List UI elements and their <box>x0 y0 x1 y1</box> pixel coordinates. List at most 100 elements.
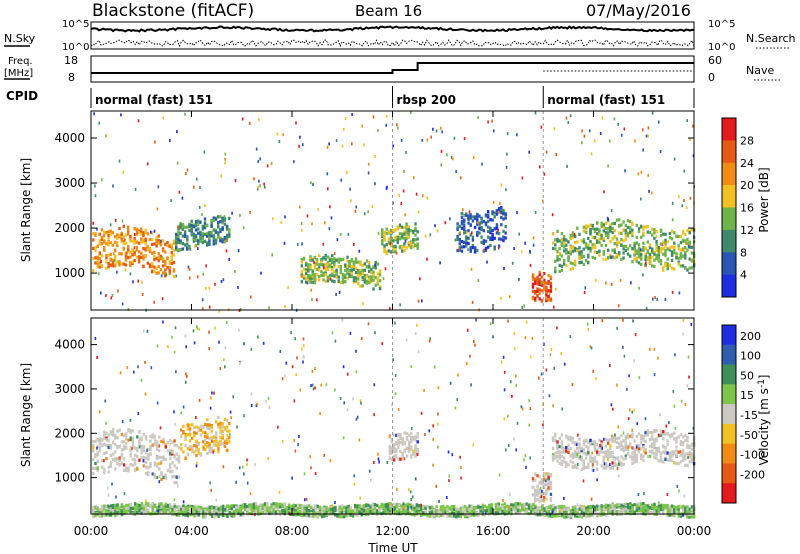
echo-cell <box>332 507 335 511</box>
echo-cell <box>618 218 621 222</box>
echo-speck <box>463 214 465 217</box>
echo-cell <box>582 447 586 451</box>
echo-cell <box>410 437 413 441</box>
echo-cell <box>136 511 139 515</box>
echo-cell <box>670 432 674 437</box>
echo-cell <box>536 513 539 517</box>
echo-cell <box>403 230 406 234</box>
echo-cell <box>554 514 557 518</box>
echo-cell <box>622 228 625 232</box>
echo-cell <box>393 503 396 507</box>
echo-cell <box>111 509 115 513</box>
echo-speck <box>540 281 542 285</box>
echo-cell <box>589 459 592 464</box>
echo-cell <box>292 510 295 514</box>
echo-cell <box>142 240 145 244</box>
echo-cell <box>118 261 121 266</box>
echo-speck <box>322 266 325 270</box>
echo-cell <box>664 262 667 266</box>
echo-cell <box>578 450 581 454</box>
echo-cell <box>180 505 183 509</box>
echo-speck <box>150 230 152 234</box>
echo-cell <box>409 229 413 233</box>
echo-speck <box>329 205 331 209</box>
echo-cell <box>309 280 312 284</box>
echo-cell <box>133 446 137 450</box>
echo-cell <box>359 263 362 267</box>
echo-cell <box>191 449 194 453</box>
echo-cell <box>401 439 404 443</box>
echo-cell <box>690 452 694 456</box>
echo-cell <box>534 472 537 476</box>
echo-cell <box>543 485 546 490</box>
echo-cell <box>194 224 198 228</box>
echo-cell <box>666 262 669 266</box>
echo-cell <box>428 511 432 515</box>
echo-cell <box>129 448 132 452</box>
echo-speck <box>165 273 168 277</box>
echo-cell <box>596 443 599 447</box>
echo-speck <box>134 187 137 191</box>
echo-cell <box>573 449 577 453</box>
echo-speck <box>648 189 650 193</box>
echo-cell <box>416 237 419 241</box>
echo-cell <box>136 449 139 453</box>
echo-cell <box>615 237 619 241</box>
echo-speck <box>312 183 314 187</box>
echo-cell <box>384 503 388 507</box>
echo-cell <box>292 507 295 511</box>
echo-cell <box>677 262 680 266</box>
echo-speck <box>647 126 650 130</box>
echo-cell <box>329 507 333 512</box>
echo-cell <box>181 242 185 246</box>
echo-cell <box>558 252 561 256</box>
echo-cell <box>521 503 524 507</box>
echo-cell <box>312 507 315 511</box>
echo-cell <box>591 227 594 231</box>
echo-cell <box>497 232 501 236</box>
echo-cell <box>560 454 564 459</box>
echo-cell <box>94 506 97 510</box>
echo-speck <box>326 145 329 149</box>
echo-cell <box>403 244 406 248</box>
echo-cell <box>398 503 401 507</box>
echo-cell <box>640 447 643 451</box>
echo-cell <box>122 468 126 472</box>
echo-speck <box>623 127 626 131</box>
echo-cell <box>545 488 548 492</box>
echo-cell <box>514 504 517 508</box>
echo-cell <box>349 508 352 512</box>
echo-cell <box>629 455 632 459</box>
echo-cell <box>109 462 113 466</box>
echo-cell <box>155 241 158 245</box>
echo-cell <box>442 504 445 509</box>
echo-cell <box>161 264 165 268</box>
echo-cell <box>223 444 227 448</box>
echo-cell <box>392 448 396 452</box>
echo-cell <box>439 509 443 514</box>
echo-cell <box>596 467 599 471</box>
echo-cell <box>324 262 327 267</box>
echo-cell <box>497 509 500 514</box>
echo-cell <box>201 224 204 228</box>
echo-cell <box>640 434 643 438</box>
echo-cell <box>148 246 152 251</box>
echo-cell <box>468 507 471 511</box>
echo-cell <box>166 240 169 245</box>
echo-cell <box>133 502 137 506</box>
echo-cell <box>213 515 216 519</box>
echo-cell <box>138 506 141 510</box>
echo-cell <box>103 467 106 471</box>
echo-speck <box>385 114 388 118</box>
echo-cell <box>133 458 137 462</box>
echo-cell <box>551 232 555 236</box>
echo-cell <box>368 264 371 268</box>
echo-cell <box>405 230 408 234</box>
echo-cell <box>569 435 572 440</box>
echo-cell <box>164 242 167 246</box>
echo-cell <box>311 280 314 284</box>
echo-cell <box>409 246 413 250</box>
echo-speck <box>260 271 262 275</box>
sky-noise-trace <box>90 25 695 33</box>
